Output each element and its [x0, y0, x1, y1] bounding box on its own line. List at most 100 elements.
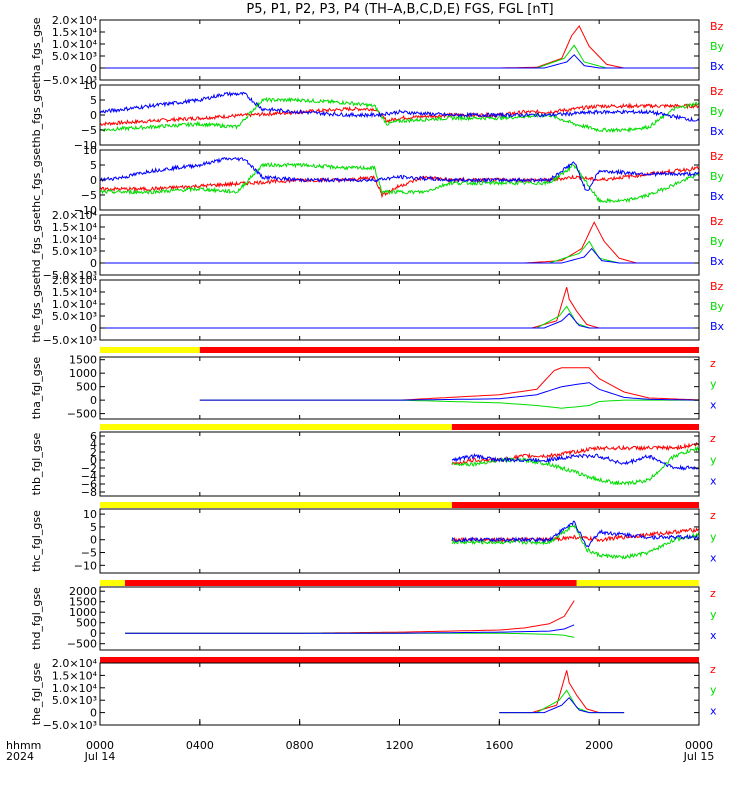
panel-the_fgl_gse: 2.0×10⁴1.5×10⁴1.0×10⁴5.0×10³0−5.0×10³the… — [30, 657, 717, 732]
legend-entry: z — [710, 357, 716, 370]
legend-entry: By — [710, 170, 725, 183]
plot-frame — [99, 19, 700, 81]
legend-entry: z — [710, 587, 716, 600]
legend-entry: Bx — [710, 320, 725, 333]
status-bar-segment — [100, 424, 452, 430]
x-tick-label: 2000 — [585, 739, 613, 752]
y-tick-label: 1.0×10⁴ — [52, 233, 98, 246]
series-line-x — [100, 156, 699, 191]
y-tick-label: 1.0×10⁴ — [52, 298, 98, 311]
status-bar-segment — [100, 502, 452, 508]
plot-frame — [99, 431, 700, 497]
y-tick-label: 6 — [90, 430, 97, 443]
y-tick-label: 0 — [90, 454, 97, 467]
series-line-z — [451, 526, 699, 543]
y-tick-label: −10 — [74, 204, 97, 217]
legend-entry: z — [710, 432, 716, 445]
y-axis-label: tha_fgl_gse — [30, 357, 43, 420]
series-line-z — [451, 441, 699, 466]
y-axis-label: thd_fgs_gse — [30, 212, 43, 278]
y-tick-label: −5 — [81, 547, 97, 560]
y-tick-label: 500 — [76, 617, 97, 630]
series-line-y — [100, 96, 699, 134]
y-tick-label: 1500 — [69, 354, 97, 367]
panel-thb_fgs_gse: 10 5 0 −5 −10 thb_fgs_gse Bz By Bx — [30, 79, 725, 152]
legend-entry: Bz — [710, 215, 724, 228]
y-tick-label: 2000 — [69, 585, 97, 598]
y-tick-label: −5.0×10³ — [43, 719, 97, 732]
y-tick-label: 0 — [90, 322, 97, 335]
y-tick-label: −5.0×10³ — [43, 74, 97, 87]
y-tick-label: 0 — [90, 109, 97, 122]
status-bar-segment — [451, 424, 699, 430]
x-tick-date: Jul 14 — [84, 750, 116, 763]
legend-entry: Bx — [710, 125, 725, 138]
y-tick-label: 10 — [83, 144, 97, 157]
x-tick-date: Jul 15 — [683, 750, 715, 763]
y-axis-label: thb_fgs_gse — [30, 82, 43, 148]
legend-entry: x — [710, 552, 717, 565]
legend-entry: y — [710, 453, 717, 466]
legend-entry: x — [710, 398, 717, 411]
legend-entry: Bx — [710, 60, 725, 73]
status-bar-segment — [100, 347, 200, 353]
status-bar-segment — [124, 580, 577, 586]
legend-entry: y — [710, 378, 717, 391]
x-axis-row-label-year: 2024 — [6, 750, 34, 763]
series-line-x — [199, 382, 699, 401]
legend-entry: x — [710, 629, 717, 642]
y-tick-label: −500 — [67, 408, 97, 421]
y-tick-label: 5 — [90, 94, 97, 107]
series-line-y — [451, 445, 699, 487]
y-tick-label: 5.0×10³ — [52, 245, 97, 258]
y-axis-label: the_fgs_gse — [30, 277, 43, 342]
plot-frame — [99, 586, 700, 651]
series-line-y — [499, 689, 625, 714]
series-line-y — [451, 524, 699, 560]
y-tick-label: −4 — [81, 470, 97, 483]
x-tick-label: 1200 — [386, 739, 414, 752]
y-tick-label: 1.0×10⁴ — [52, 682, 98, 695]
legend-entry: y — [710, 530, 717, 543]
panel-thd_fgs_gse: 2.0×10⁴1.5×10⁴1.0×10⁴5.0×10³0−5.0×10³thd… — [30, 209, 725, 282]
y-axis-label: thc_fgl_gse — [30, 510, 43, 572]
y-tick-label: 0 — [90, 394, 97, 407]
x-tick-label: 1600 — [485, 739, 513, 752]
y-tick-label: 10 — [83, 79, 97, 92]
legend-entry: Bz — [710, 20, 724, 33]
status-bar-segment — [100, 580, 125, 586]
y-tick-label: −10 — [74, 559, 97, 572]
series-line-x — [499, 696, 625, 714]
x-tick-label: 0400 — [186, 739, 214, 752]
status-bar-segment — [100, 657, 699, 663]
series-line-y — [199, 399, 699, 409]
series-line-x — [451, 452, 699, 472]
y-tick-label: 1500 — [69, 596, 97, 609]
y-axis-label: tha_fgs_gse — [30, 17, 43, 82]
series-line-y — [125, 632, 575, 638]
legend-entry: y — [710, 608, 717, 621]
y-tick-label: 2.0×10⁴ — [52, 657, 98, 670]
panel-the_fgs_gse: 2.0×10⁴1.5×10⁴1.0×10⁴5.0×10³0−5.0×10³the… — [30, 274, 725, 347]
legend-entry: z — [710, 663, 716, 676]
series-line-x — [100, 91, 699, 122]
x-tick-label: 0000 — [86, 739, 114, 752]
y-tick-label: 500 — [76, 381, 97, 394]
y-tick-label: 5.0×10³ — [52, 694, 97, 707]
series-line-z — [100, 102, 699, 127]
legend-entry: Bx — [710, 255, 725, 268]
y-tick-label: −8 — [81, 486, 97, 499]
y-tick-label: −5.0×10³ — [43, 334, 97, 347]
y-axis-label: the_fgl_gse — [30, 663, 43, 726]
y-tick-label: −5 — [81, 124, 97, 137]
y-tick-label: −6 — [81, 478, 97, 491]
y-tick-label: 2.0×10⁴ — [52, 209, 98, 222]
series-line-z — [199, 367, 699, 401]
series-line-x — [451, 520, 699, 548]
series-line-x — [100, 247, 699, 264]
y-tick-label: −10 — [74, 139, 97, 152]
